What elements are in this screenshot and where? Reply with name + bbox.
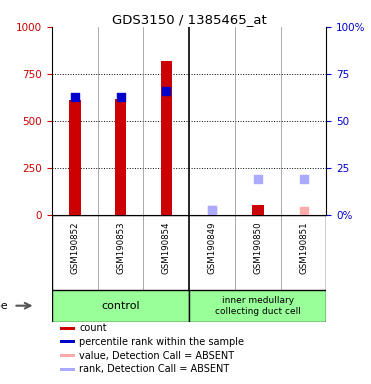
Point bbox=[118, 93, 124, 99]
Point bbox=[301, 176, 306, 182]
Text: GSM190854: GSM190854 bbox=[162, 221, 171, 274]
Point bbox=[209, 207, 215, 213]
Point bbox=[255, 176, 261, 182]
Text: rank, Detection Call = ABSENT: rank, Detection Call = ABSENT bbox=[79, 364, 230, 374]
Text: value, Detection Call = ABSENT: value, Detection Call = ABSENT bbox=[79, 351, 234, 361]
Point bbox=[72, 93, 78, 99]
Point bbox=[301, 207, 306, 214]
Text: count: count bbox=[79, 323, 107, 333]
Bar bbox=[161, 61, 172, 215]
Bar bbox=[60, 354, 75, 357]
Bar bbox=[252, 205, 263, 215]
Text: cell type: cell type bbox=[0, 301, 8, 311]
Point bbox=[209, 207, 215, 213]
Bar bbox=[60, 327, 75, 330]
Text: inner medullary
collecting duct cell: inner medullary collecting duct cell bbox=[215, 296, 301, 316]
Title: GDS3150 / 1385465_at: GDS3150 / 1385465_at bbox=[112, 13, 267, 26]
Bar bbox=[60, 368, 75, 371]
Bar bbox=[69, 100, 81, 215]
Point bbox=[163, 88, 169, 94]
Bar bbox=[189, 290, 326, 322]
Text: GSM190852: GSM190852 bbox=[70, 221, 79, 274]
Text: control: control bbox=[101, 301, 140, 311]
Text: GSM190850: GSM190850 bbox=[253, 221, 262, 274]
Text: GSM190849: GSM190849 bbox=[208, 221, 217, 274]
Text: GSM190853: GSM190853 bbox=[116, 221, 125, 274]
Bar bbox=[60, 341, 75, 343]
Bar bbox=[115, 99, 126, 215]
Text: percentile rank within the sample: percentile rank within the sample bbox=[79, 337, 244, 347]
Bar bbox=[52, 290, 189, 322]
Text: GSM190851: GSM190851 bbox=[299, 221, 308, 274]
